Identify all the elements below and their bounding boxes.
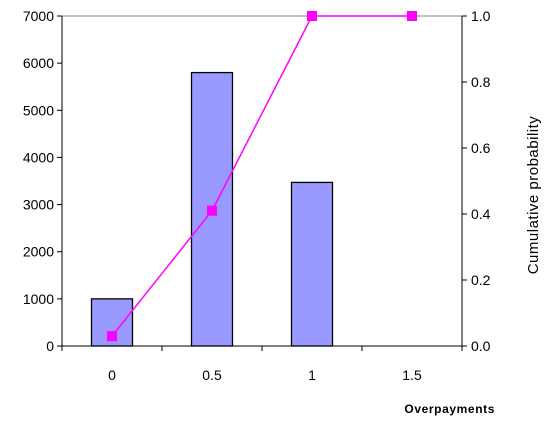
x-tick-label: 1.5 xyxy=(402,367,422,383)
line-group xyxy=(107,11,417,342)
cumulative-point-0.5 xyxy=(207,205,217,216)
right-y-tick-label: 0.4 xyxy=(471,206,491,222)
left-y-tick-label: 5000 xyxy=(23,102,54,118)
cumulative-point-0 xyxy=(107,331,117,342)
right-y-tick-label: 1.0 xyxy=(471,8,491,24)
cumulative-point-1.5 xyxy=(407,11,417,21)
left-y-tick-label: 1000 xyxy=(23,291,54,307)
labels-group: 0 1000 2000 3000 4000 5000 6000 7000 0.0 0.2 0.4 0.… xyxy=(23,8,542,416)
x-tick-label: 0.5 xyxy=(202,367,222,383)
x-tick-label: 1 xyxy=(308,367,316,383)
left-y-tick-label: 2000 xyxy=(23,244,54,260)
x-tick-label: 0 xyxy=(108,367,116,383)
right-y-tick-label: 0.8 xyxy=(471,74,491,90)
left-y-tick-label: 3000 xyxy=(23,197,54,213)
left-y-tick-label: 6000 xyxy=(23,55,54,71)
left-y-tick-label: 0 xyxy=(46,338,54,354)
left-y-tick-label: 7000 xyxy=(23,8,54,24)
cumulative-line xyxy=(111,15,412,337)
x-axis-title: Overpayments xyxy=(404,402,495,416)
bar-1 xyxy=(290,181,334,347)
left-y-tick-label: 4000 xyxy=(23,149,54,165)
right-y-tick-label: 0.2 xyxy=(471,272,491,288)
cumulative-point-1 xyxy=(307,11,317,21)
right-y-axis-title: Cumulative probability xyxy=(525,116,542,275)
right-y-tick-label: 0.0 xyxy=(471,338,491,354)
right-y-tick-label: 0.6 xyxy=(471,140,491,156)
